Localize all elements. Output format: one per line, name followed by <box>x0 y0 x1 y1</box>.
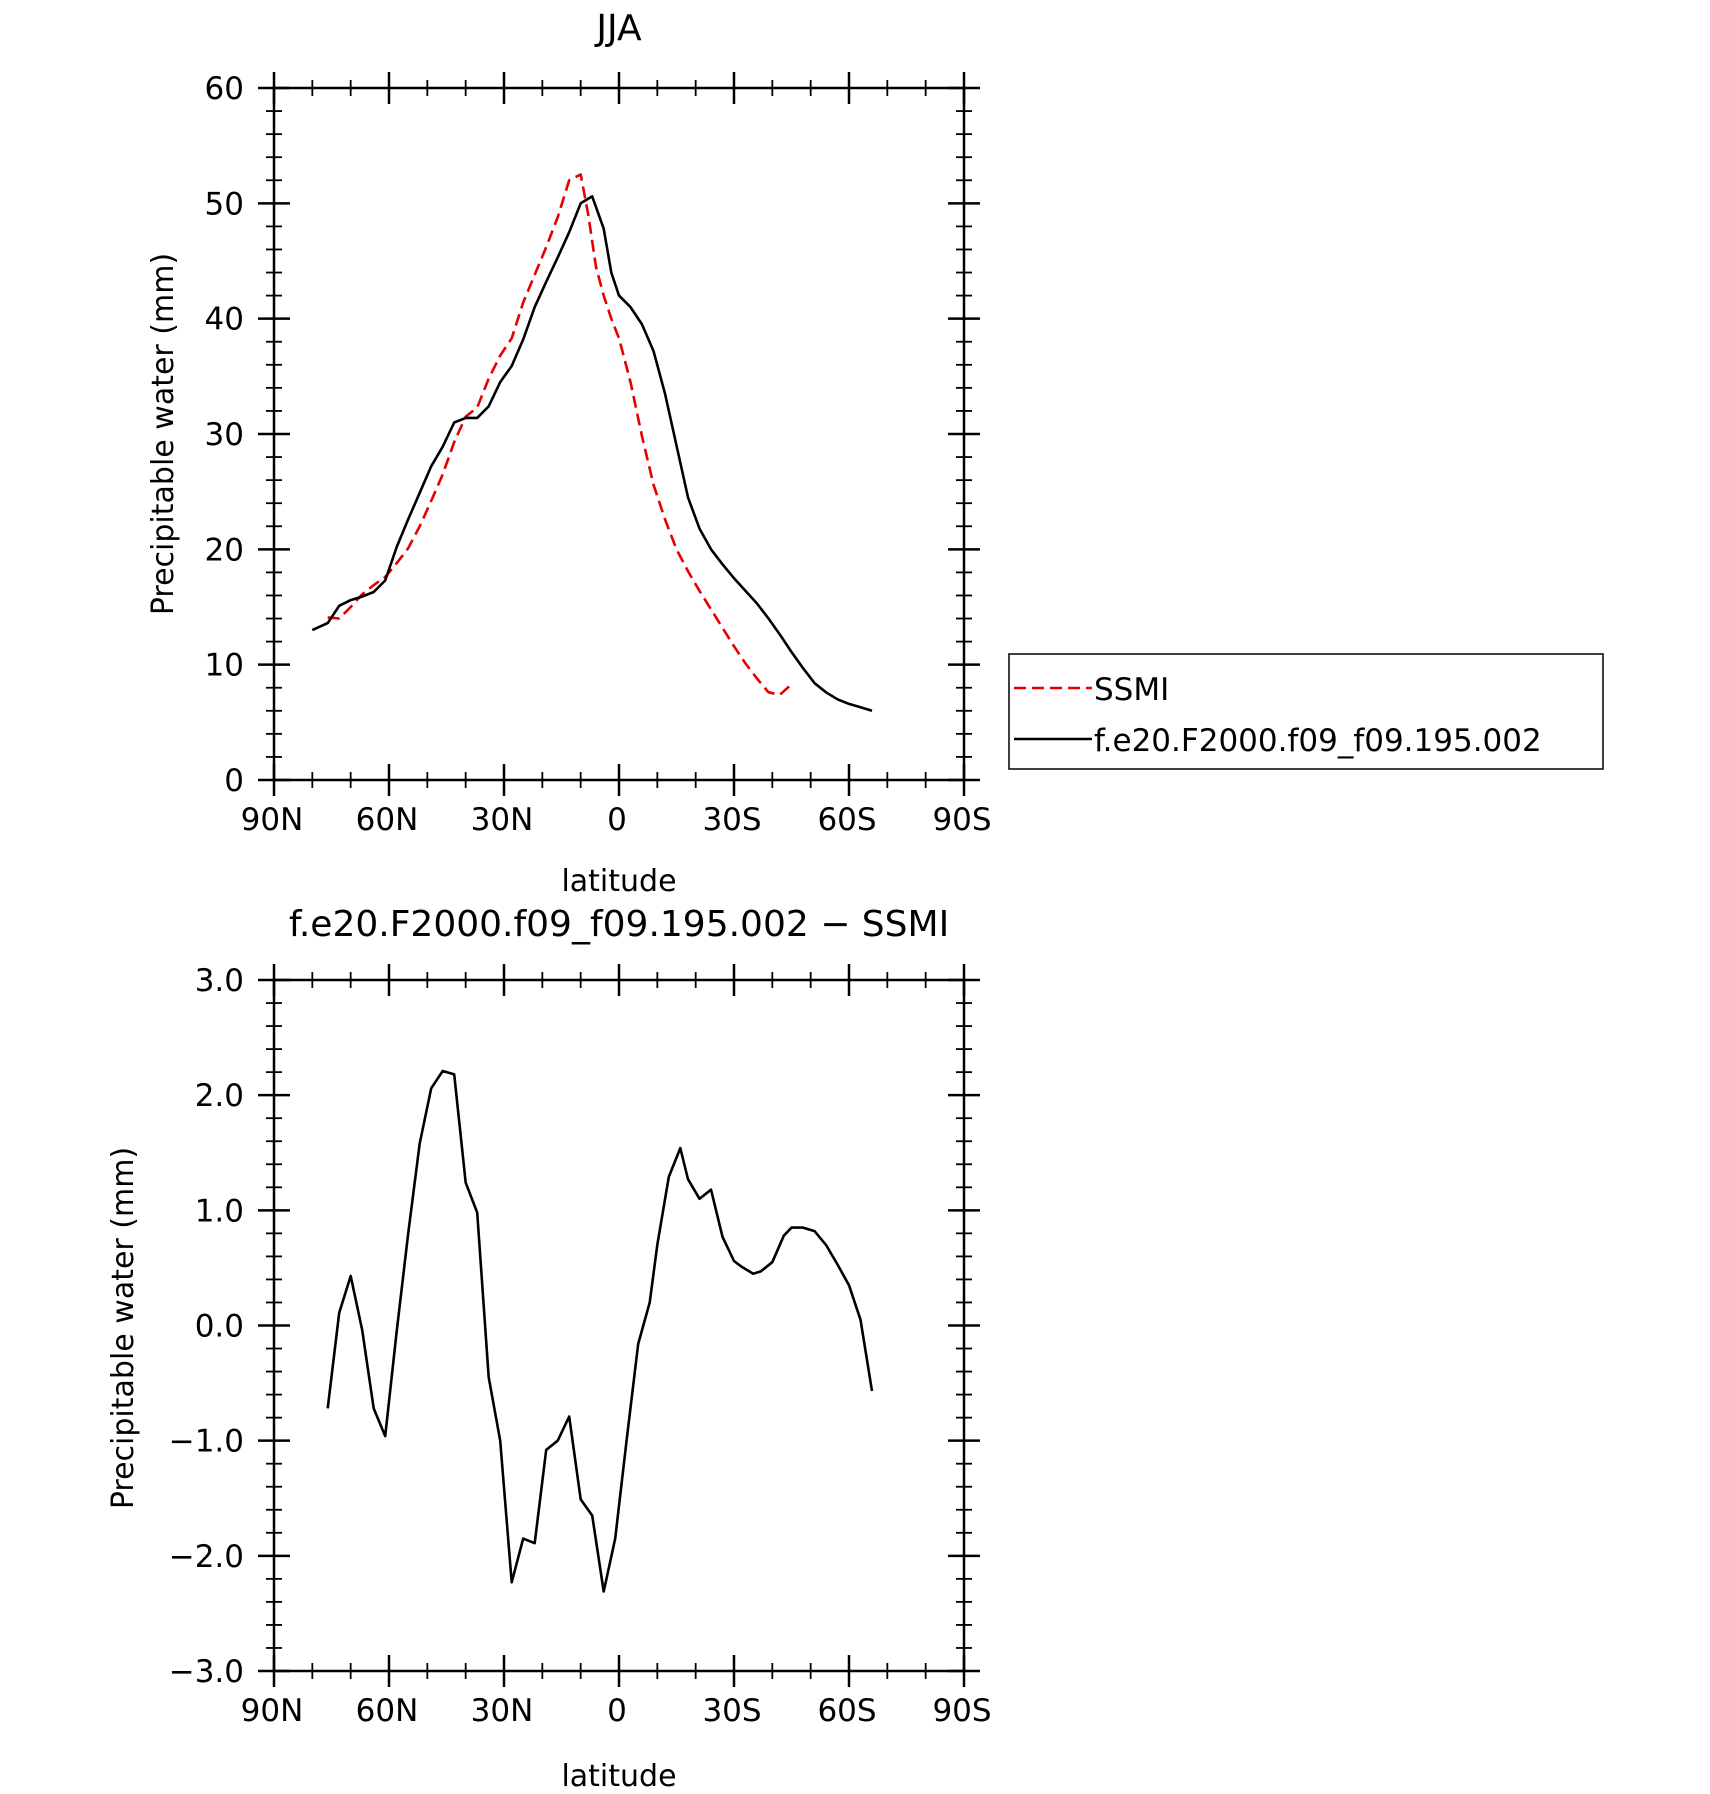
y-tick-label: 20 <box>205 532 244 568</box>
legend-model-label: f.e20.F2000.f09_f09.195.002 <box>1094 723 1542 759</box>
x-tick-label: 90N <box>241 1693 304 1729</box>
model-series-line <box>311 195 873 713</box>
x-tick-label: 60N <box>356 1693 419 1729</box>
y-tick-label: 60 <box>205 71 244 107</box>
x-tick-label: 90N <box>241 802 304 838</box>
top-plot-frame <box>272 86 966 782</box>
x-tick-label: 0 <box>607 802 627 838</box>
y-tick-label: 2.0 <box>195 1078 244 1114</box>
top-x-ticks: 90N 60N 30N 0 30S 60S 90S <box>241 72 992 838</box>
x-tick-label: 60S <box>817 802 876 838</box>
x-tick-label: 0 <box>607 1693 627 1729</box>
y-tick-label: 30 <box>205 417 244 453</box>
top-chart-title: JJA <box>594 8 642 49</box>
y-tick-label: 40 <box>205 302 244 338</box>
top-x-axis-label: latitude <box>561 864 676 899</box>
y-tick-label: 3.0 <box>195 963 244 999</box>
y-tick-label: 0 <box>224 763 244 799</box>
ssmi-series-line <box>327 173 793 697</box>
difference-series-line <box>326 1069 874 1593</box>
bottom-series <box>326 1069 874 1593</box>
bottom-x-axis-label: latitude <box>561 1759 676 1794</box>
plot-border <box>272 86 966 782</box>
y-tick-label: 1.0 <box>195 1193 244 1229</box>
bottom-y-ticks: −3.0 −2.0 −1.0 0.0 1.0 2.0 3.0 <box>169 963 980 1690</box>
x-tick-label: 60N <box>356 802 419 838</box>
y-tick-label: 10 <box>205 648 244 684</box>
legend: SSMI f.e20.F2000.f09_f09.195.002 <box>1008 653 1604 770</box>
x-tick-label: 30S <box>702 1693 761 1729</box>
bottom-chart-title: f.e20.F2000.f09_f09.195.002 − SSMI <box>289 904 949 945</box>
y-tick-label: −3.0 <box>169 1654 244 1690</box>
x-tick-label: 90S <box>932 802 991 838</box>
x-tick-label: 30N <box>471 802 534 838</box>
top-y-axis-label: Precipitable water (mm) <box>146 253 181 615</box>
top-y-ticks: 0 10 20 30 40 50 60 <box>205 71 980 799</box>
top-chart: JJA 0 10 20 30 40 50 60 90N 60N 30N 0 30S 60S 90S la… <box>146 8 992 899</box>
top-series <box>311 173 873 713</box>
bottom-y-axis-label: Precipitable water (mm) <box>106 1147 141 1509</box>
y-tick-label: −2.0 <box>169 1539 244 1575</box>
y-tick-label: 50 <box>205 186 244 222</box>
legend-box <box>1008 653 1604 770</box>
y-tick-label: 0.0 <box>195 1309 244 1345</box>
x-tick-label: 30N <box>471 1693 534 1729</box>
legend-ssmi-label: SSMI <box>1094 672 1169 708</box>
x-tick-label: 30S <box>702 802 761 838</box>
bottom-chart: f.e20.F2000.f09_f09.195.002 − SSMI −3.0−… <box>106 904 992 1794</box>
x-tick-label: 60S <box>817 1693 876 1729</box>
x-tick-label: 90S <box>932 1693 991 1729</box>
bottom-x-ticks: 90N 60N 30N 0 30S 60S 90S <box>241 964 992 1729</box>
y-tick-label: −1.0 <box>169 1424 244 1460</box>
